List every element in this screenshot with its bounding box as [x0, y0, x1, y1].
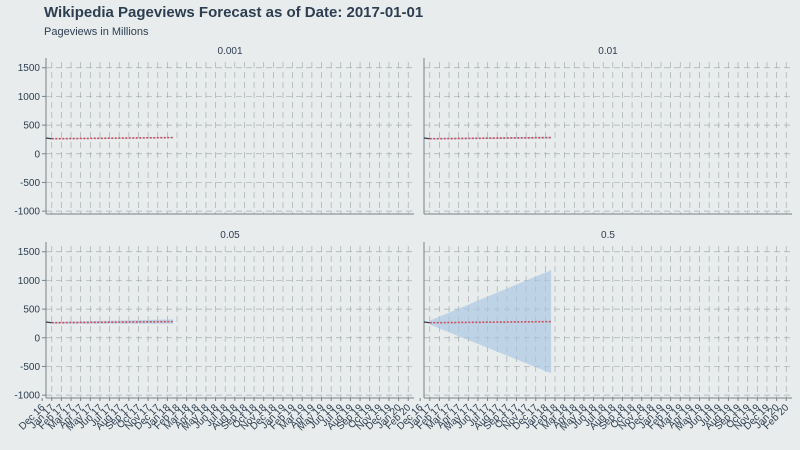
forecast-line: [429, 320, 552, 324]
facet-panel-1: 0.001 -1000 -500 0 500 1000 1500: [14, 46, 414, 218]
facet-panel-2: 0.01: [423, 46, 792, 215]
y-tick-label: 1000: [18, 92, 41, 103]
y-tick-label: -500: [20, 362, 40, 373]
forecast-line: [429, 136, 552, 140]
y-tick-label: -1000: [14, 391, 40, 402]
y-tick-label: -1000: [14, 207, 40, 218]
history-line: [45, 137, 52, 140]
facet-label: 0.05: [220, 230, 240, 241]
facet-label: 0.001: [217, 46, 242, 57]
history-line: [45, 321, 52, 324]
forecast-line: [51, 320, 174, 324]
y-tick-label: 1000: [18, 276, 41, 287]
forecast-line: [51, 136, 174, 140]
facet-label: 0.01: [598, 46, 618, 57]
y-tick-label: 0: [34, 333, 40, 344]
y-tick-label: 0: [34, 149, 40, 160]
facet-label: 0.5: [601, 230, 615, 241]
y-tick-label: 1500: [18, 247, 41, 258]
chart-subtitle: Pageviews in Millions: [44, 26, 149, 38]
y-tick-label: -500: [20, 178, 40, 189]
chart-title: Wikipedia Pageviews Forecast as of Date:…: [44, 4, 424, 21]
y-tick-label: 500: [23, 121, 40, 132]
history-line: [423, 321, 430, 324]
y-tick-label: 1500: [18, 63, 41, 74]
history-line: [423, 137, 430, 140]
y-tick-label: 500: [23, 305, 40, 316]
